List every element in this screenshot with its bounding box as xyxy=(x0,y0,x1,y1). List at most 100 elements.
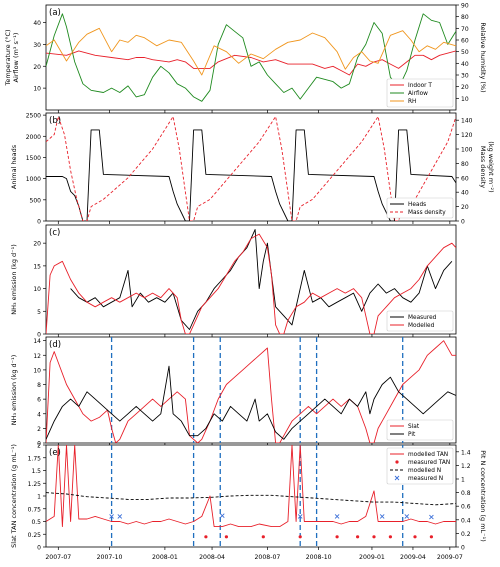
legend-entry-label: modelled TAN xyxy=(408,452,448,458)
legend-entry-label: Mass density xyxy=(408,210,446,216)
y-tick-label: 2000 xyxy=(26,134,41,141)
measured-tan-point xyxy=(261,535,265,539)
y-tick-label: 15 xyxy=(33,263,41,270)
y-tick-label: 1.25 xyxy=(28,481,42,488)
legend-box xyxy=(386,419,454,441)
panel-1: 0 500 1000 1500 2000 2500 0 20 40 60 80 100 120 140 An… xyxy=(10,112,495,226)
measured-n-point xyxy=(297,514,303,519)
legend-entry-label: Airflow xyxy=(408,91,428,97)
y-tick-label: 0 xyxy=(37,332,41,339)
y-right-axis-label: (kg weight m⁻²) xyxy=(487,141,495,192)
series-line-indoor-t xyxy=(46,50,456,76)
x-tick-label: 2009-04 xyxy=(400,554,426,561)
series-line-rh xyxy=(46,27,456,76)
legend-box xyxy=(386,197,454,219)
series-line-slat xyxy=(46,340,456,443)
y-right-tick-label: 0 xyxy=(461,545,465,552)
series-group xyxy=(46,340,456,443)
x-tick-label: 2007-10 xyxy=(97,554,123,561)
y-tick-label: 1500 xyxy=(26,155,41,162)
y-right-tick-label: 80 xyxy=(461,161,469,168)
y-right-tick-label: 60 xyxy=(461,38,469,45)
y-tick-label: 12 xyxy=(33,353,41,360)
y-right-tick-label: 50 xyxy=(461,49,469,56)
y-tick-label: 2 xyxy=(37,443,41,450)
legend-entry-label: Slat xyxy=(408,424,420,430)
series-group xyxy=(46,445,456,539)
legend-marker xyxy=(394,475,400,481)
measured-n-point xyxy=(404,514,410,519)
y-right-axis-label: Pit N concentration (g mL⁻¹) xyxy=(479,450,487,541)
series-line-modelled xyxy=(46,233,456,334)
y-tick-label: 14 xyxy=(33,338,41,345)
x-tick-label: 2009-01 xyxy=(359,554,385,561)
series-group xyxy=(46,13,456,102)
x-tick-label: 2008-04 xyxy=(199,554,225,561)
y-tick-label: 20 xyxy=(33,64,41,71)
y-tick-label: 0.5 xyxy=(31,519,41,526)
y-tick-label: 0 xyxy=(37,441,41,448)
y-tick-label: 6 xyxy=(37,397,41,404)
legend-entry-label: Modelled xyxy=(408,323,435,329)
y-axis-label: Airflow (m³ s⁻¹) xyxy=(12,33,20,83)
series-line-modelled-tan xyxy=(46,445,456,528)
y-axis-label: NH₃ emission (kg d⁻¹) xyxy=(10,244,18,315)
y-right-tick-label: 90 xyxy=(461,3,469,10)
y-right-tick-label: 1.4 xyxy=(461,449,471,456)
y-axis-label: Slat TAN concentration (g mL⁻¹) xyxy=(10,444,18,548)
y-tick-label: 5 xyxy=(37,309,41,316)
y-tick-label: 0.75 xyxy=(28,506,42,513)
y-tick-label: 4 xyxy=(37,411,41,418)
y-tick-label: 1.5 xyxy=(31,468,41,475)
y-right-tick-label: 80 xyxy=(461,14,469,21)
series-group xyxy=(46,229,456,334)
legend-entry-label: Pit xyxy=(408,432,416,438)
y-right-tick-label: 20 xyxy=(461,84,469,91)
y-tick-label: 30 xyxy=(33,42,41,49)
measured-n-point xyxy=(109,514,114,519)
panel-4: 00.250.50.7511.251.51.75200.20.40.60.811… xyxy=(10,443,487,562)
panel-0: 10 20 30 40 10 20 30 40 50 60 70 80 90 Temperature (°… xyxy=(4,3,487,113)
y-tick-label: 1000 xyxy=(26,176,41,183)
measured-tan-point xyxy=(204,535,208,539)
x-tick-label: 2008-07 xyxy=(254,554,280,561)
legend-box xyxy=(386,78,454,108)
legend-entry-label: Indoor T xyxy=(408,83,432,89)
panel-label: (e) xyxy=(49,448,61,458)
legend-box xyxy=(386,310,454,332)
y-right-tick-label: 0.2 xyxy=(461,531,471,538)
y-tick-label: 0 xyxy=(37,545,41,552)
measured-tan-point xyxy=(298,535,302,539)
y-right-axis-label: Mass density xyxy=(479,146,487,188)
y-tick-label: 40 xyxy=(33,20,41,27)
y-tick-label: 0 xyxy=(37,219,41,226)
series-line-airflow xyxy=(46,13,456,102)
y-tick-label: 0.25 xyxy=(28,532,42,539)
y-right-tick-label: 40 xyxy=(461,61,469,68)
measured-tan-point xyxy=(372,535,376,539)
measured-tan-point xyxy=(388,535,392,539)
measured-n-point xyxy=(334,514,340,519)
panel-label: (a) xyxy=(49,8,61,18)
x-tick-label: 2009-07 xyxy=(437,554,463,561)
y-right-tick-label: 1.2 xyxy=(461,463,471,470)
y-tick-label: 10 xyxy=(33,367,41,374)
measured-tan-point xyxy=(335,535,339,539)
y-right-axis-label: Relative humidity (%) xyxy=(479,22,487,92)
y-right-tick-label: 20 xyxy=(461,204,469,211)
y-right-tick-label: 10 xyxy=(461,96,469,103)
panel-label: (d) xyxy=(49,340,61,350)
measured-tan-point xyxy=(413,535,417,539)
measured-n-point xyxy=(219,513,225,519)
legend-box xyxy=(386,447,454,485)
y-tick-label: 10 xyxy=(33,86,41,93)
legend-entry-label: Measured xyxy=(408,315,437,321)
y-axis-label: NH₃ emission (kg d⁻¹) xyxy=(10,355,18,426)
measured-tan-point xyxy=(356,535,360,539)
y-tick-label: 2500 xyxy=(26,113,41,120)
y-right-tick-label: 0 xyxy=(461,219,465,226)
panel-2: 0 5 10 15 20 NH₃ emission (kg d⁻¹) (c) Measured… xyxy=(10,224,457,339)
x-tick-label: 2008-10 xyxy=(306,554,332,561)
legend-entry-label: Heads xyxy=(408,202,426,208)
